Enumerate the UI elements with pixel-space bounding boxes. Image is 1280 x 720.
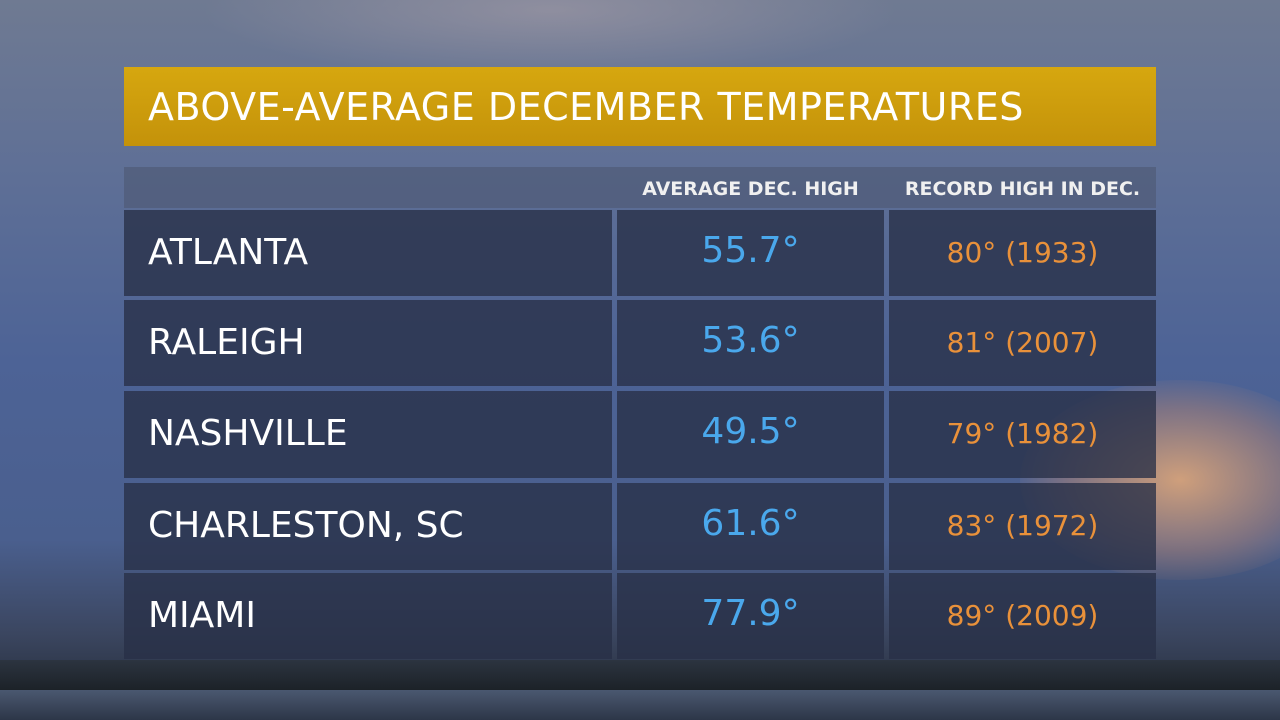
background-shoreline	[0, 660, 1280, 690]
page-title: ABOVE-AVERAGE DECEMBER TEMPERATURES	[148, 85, 1024, 129]
record-high: 79° (1982)	[946, 417, 1099, 450]
city-cell	[124, 391, 612, 478]
record-high: 89° (2009)	[946, 599, 1099, 632]
record-high: 83° (1972)	[946, 509, 1099, 542]
record-high: 81° (2007)	[946, 326, 1099, 359]
table-header	[124, 167, 1156, 208]
record-cell	[889, 573, 1156, 659]
city-cell	[124, 483, 612, 570]
city-name: MIAMI	[148, 595, 256, 636]
average-high: 53.6°	[701, 320, 800, 361]
average-cell	[617, 300, 884, 386]
city-name: CHARLESTON, SC	[148, 505, 464, 546]
average-cell	[617, 210, 884, 296]
city-cell	[124, 210, 612, 296]
average-high: 55.7°	[701, 230, 800, 271]
column-header-average: AVERAGE DEC. HIGH	[642, 178, 859, 200]
record-high: 80° (1933)	[946, 236, 1099, 269]
city-name: RALEIGH	[148, 322, 305, 363]
background-water	[0, 690, 1280, 720]
title-bar: ABOVE-AVERAGE DECEMBER TEMPERATURES	[124, 67, 1156, 146]
city-name: NASHVILLE	[148, 413, 348, 454]
average-high: 61.6°	[701, 503, 800, 544]
city-cell	[124, 300, 612, 386]
average-cell	[617, 391, 884, 478]
record-cell	[889, 300, 1156, 386]
average-cell	[617, 573, 884, 659]
record-cell	[889, 483, 1156, 570]
record-cell	[889, 210, 1156, 296]
record-cell	[889, 391, 1156, 478]
city-name: ATLANTA	[148, 232, 309, 273]
average-cell	[617, 483, 884, 570]
column-header-record: RECORD HIGH IN DEC.	[904, 178, 1141, 200]
average-high: 77.9°	[701, 593, 800, 634]
city-cell	[124, 573, 612, 659]
average-high: 49.5°	[701, 411, 800, 452]
